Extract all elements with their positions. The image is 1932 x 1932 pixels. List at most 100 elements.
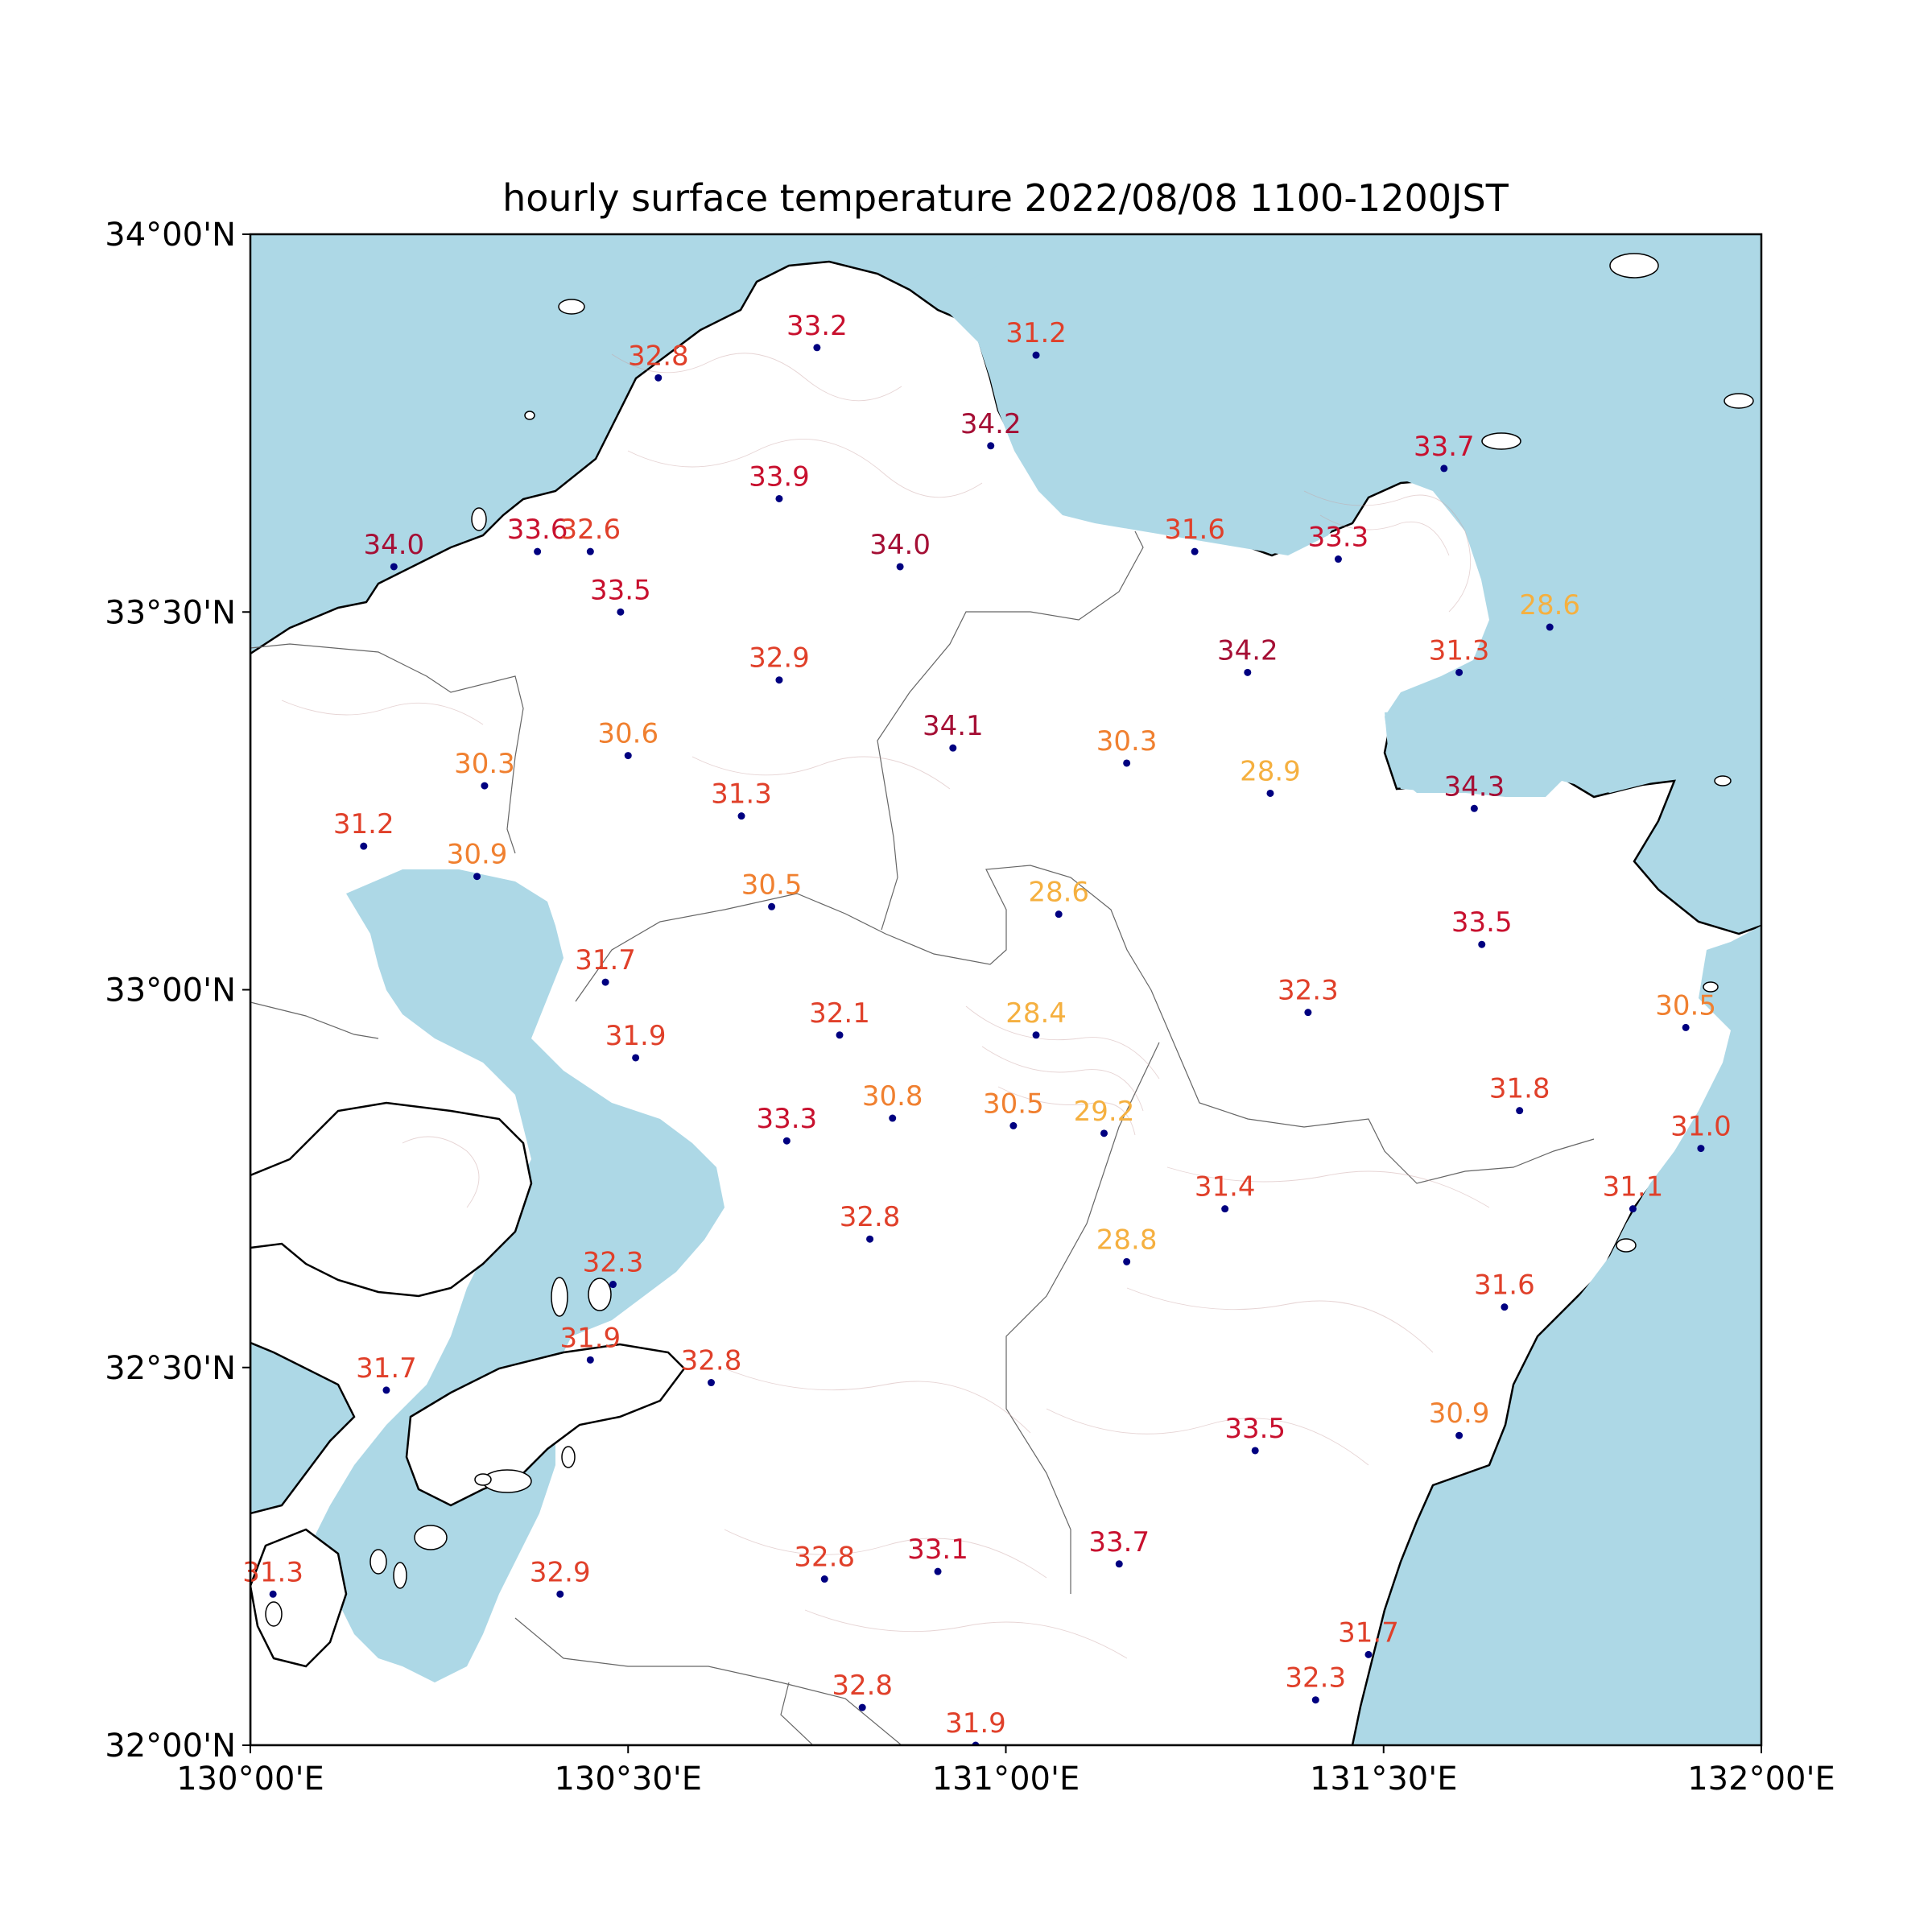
- station-marker: [707, 1379, 715, 1387]
- station-temperature-label: 30.6: [597, 718, 658, 750]
- station-marker: [1516, 1107, 1524, 1115]
- y-tick-label: 33°30'N: [105, 594, 236, 631]
- station-temperature-label: 31.9: [559, 1322, 621, 1354]
- map-area: [250, 234, 1761, 1745]
- station-marker: [586, 547, 594, 555]
- station-temperature-label: 34.3: [1444, 770, 1505, 803]
- station-temperature-label: 33.5: [1224, 1413, 1286, 1445]
- station-temperature-label: 33.6: [507, 514, 568, 546]
- station-marker: [632, 1054, 640, 1062]
- station-temperature-label: 30.9: [447, 839, 508, 871]
- station-marker: [1682, 1023, 1690, 1031]
- station-temperature-label: 34.2: [1217, 634, 1278, 667]
- station-temperature-label: 34.0: [363, 529, 424, 561]
- amakusa-island: [405, 1343, 686, 1507]
- terrain-contours: [281, 353, 1490, 1659]
- prefecture-boundary: [780, 1682, 814, 1745]
- station-marker: [624, 752, 632, 760]
- station-temperature-label: 30.5: [741, 869, 803, 901]
- y-tick-label: 33°00'N: [105, 972, 236, 1009]
- station-marker: [1364, 1650, 1373, 1658]
- station-temperature-label: 32.3: [1278, 975, 1339, 1007]
- station-temperature-label: 32.9: [749, 642, 810, 675]
- station-temperature-label: 30.3: [1096, 725, 1158, 758]
- station-marker: [858, 1703, 866, 1711]
- station-temperature-label: 32.8: [832, 1670, 893, 1702]
- station-temperature-label: 30.5: [1655, 989, 1716, 1022]
- islet: [393, 1562, 407, 1589]
- station-temperature-label: 31.9: [945, 1707, 1006, 1740]
- station-marker: [1440, 464, 1448, 473]
- station-temperature-label: 31.6: [1164, 514, 1225, 546]
- station-labels-layer: 32.8 33.2 31.2 34.2 33.9 33.7 34.0 33.632.6 34.0…: [242, 310, 1731, 1740]
- station-temperature-label: 30.5: [983, 1088, 1044, 1120]
- station-marker: [654, 374, 663, 382]
- beppu-bay: [1385, 668, 1666, 793]
- islet: [1703, 981, 1719, 993]
- station-marker: [820, 1575, 828, 1583]
- islet: [1481, 432, 1521, 450]
- station-temperature-label: 33.2: [786, 310, 848, 342]
- station-temperature-label: 33.5: [1451, 906, 1513, 939]
- prefecture-boundary: [575, 865, 1595, 1184]
- y-tick-label: 32°30'N: [105, 1350, 236, 1387]
- station-marker: [775, 676, 783, 684]
- station-temperature-label: 31.3: [242, 1556, 303, 1588]
- station-marker: [1501, 1303, 1509, 1311]
- station-temperature-label: 32.9: [530, 1556, 591, 1588]
- station-marker: [836, 1031, 844, 1039]
- station-marker: [1009, 1121, 1018, 1129]
- station-temperature-label: 33.7: [1414, 431, 1475, 463]
- station-marker: [534, 547, 542, 555]
- station-marker: [481, 782, 489, 790]
- station-temperature-label: 28.4: [1005, 997, 1067, 1030]
- station-marker: [1123, 759, 1131, 767]
- amakusa-lower-island: [250, 1528, 348, 1668]
- station-marker: [934, 1567, 942, 1575]
- station-marker: [1032, 351, 1040, 359]
- islet: [558, 299, 585, 315]
- station-temperature-label: 33.3: [1308, 522, 1369, 554]
- station-marker: [1191, 547, 1199, 555]
- station-temperature-label: 28.8: [1096, 1224, 1158, 1256]
- x-axis: 130°00'E 130°30'E 131°00'E 131°30'E 132°00'E: [176, 1745, 1835, 1798]
- station-temperature-label: 31.0: [1670, 1111, 1732, 1143]
- station-temperature-label: 30.9: [1429, 1397, 1490, 1430]
- station-temperature-label: 31.2: [333, 808, 394, 840]
- islet: [471, 507, 487, 531]
- station-marker: [737, 812, 745, 820]
- station-marker: [813, 344, 821, 352]
- station-temperature-label: 31.3: [711, 778, 772, 811]
- x-tick-label: 130°30'E: [554, 1761, 702, 1798]
- station-marker: [1697, 1145, 1705, 1153]
- x-tick-label: 131°30'E: [1310, 1761, 1458, 1798]
- station-marker: [1032, 1031, 1040, 1039]
- station-marker: [1629, 1205, 1637, 1213]
- islet: [1714, 775, 1732, 786]
- station-marker: [1311, 1696, 1319, 1704]
- station-temperature-label: 29.2: [1074, 1096, 1135, 1128]
- station-marker: [382, 1386, 390, 1394]
- station-temperature-label: 30.8: [862, 1080, 923, 1113]
- station-marker: [987, 442, 995, 450]
- station-marker: [1478, 940, 1486, 948]
- station-temperature-label: 32.8: [794, 1542, 855, 1574]
- station-marker: [1470, 804, 1478, 812]
- station-temperature-label: 28.6: [1519, 589, 1580, 621]
- station-temperature-label: 32.8: [840, 1201, 901, 1233]
- x-tick-label: 130°00'E: [176, 1761, 324, 1798]
- station-marker: [1244, 668, 1252, 676]
- station-marker: [1455, 668, 1463, 676]
- suo-nada-sea: [942, 234, 1761, 797]
- station-temperature-label: 28.9: [1240, 755, 1301, 787]
- station-marker: [896, 563, 904, 571]
- station-marker: [390, 563, 398, 571]
- station-marker: [1251, 1447, 1259, 1455]
- station-marker: [1266, 789, 1274, 797]
- y-tick-label: 34°00'N: [105, 217, 236, 254]
- station-temperature-label: 33.3: [756, 1103, 817, 1135]
- station-temperature-label: 31.7: [356, 1352, 417, 1385]
- prefecture-boundary: [1005, 1042, 1160, 1594]
- x-tick-label: 131°00'E: [932, 1761, 1080, 1798]
- station-marker: [1115, 1560, 1123, 1568]
